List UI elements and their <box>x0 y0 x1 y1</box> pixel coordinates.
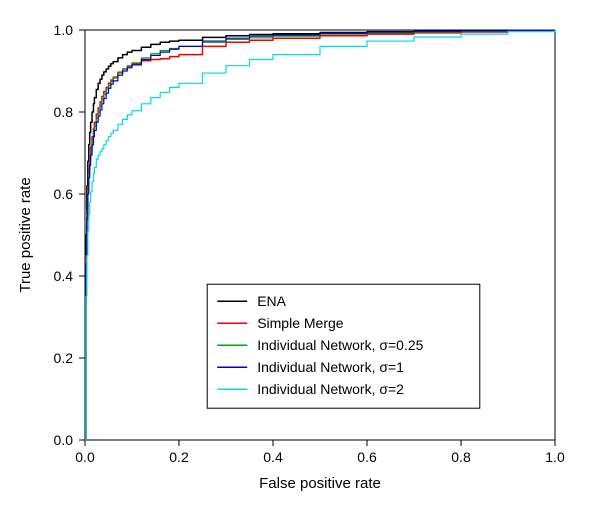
x-tick-label: 0.6 <box>357 449 377 465</box>
legend-label-1: Simple Merge <box>257 315 344 331</box>
roc-chart: 0.0 0.2 0.4 0.6 0.8 1.0 0.0 0.2 0.4 0.6 0.8 1.0 Fals… <box>0 0 604 522</box>
x-tick-label: 0.2 <box>169 449 189 465</box>
y-tick-label: 0.4 <box>54 268 74 284</box>
y-tick-label: 0.8 <box>54 104 74 120</box>
legend-label-4: Individual Network, σ=2 <box>257 381 404 397</box>
y-tick-label: 0.6 <box>54 186 74 202</box>
y-axis-label: True positive rate <box>17 177 34 292</box>
y-tick-label: 1.0 <box>54 22 74 38</box>
y-tick-label: 0.0 <box>54 432 74 448</box>
roc-svg: 0.0 0.2 0.4 0.6 0.8 1.0 0.0 0.2 0.4 0.6 0.8 1.0 Fals… <box>0 0 604 522</box>
x-tick-label: 0.8 <box>451 449 471 465</box>
x-tick-label: 0.0 <box>75 449 95 465</box>
legend-label-0: ENA <box>257 293 286 309</box>
x-axis-label: False positive rate <box>259 475 381 492</box>
x-tick-label: 1.0 <box>545 449 565 465</box>
y-tick-label: 0.2 <box>54 350 74 366</box>
x-tick-label: 0.4 <box>263 449 283 465</box>
legend-label-3: Individual Network, σ=1 <box>257 359 404 375</box>
legend-label-2: Individual Network, σ=0.25 <box>257 337 423 353</box>
